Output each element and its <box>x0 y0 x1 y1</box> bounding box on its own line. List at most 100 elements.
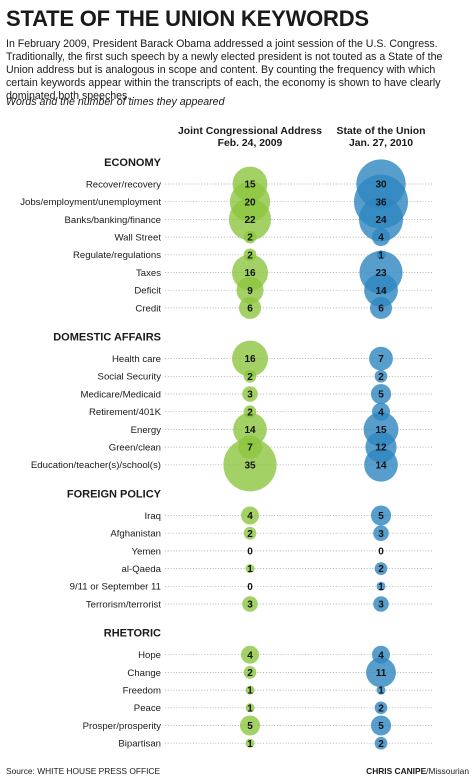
bubble-2009 <box>233 412 267 447</box>
row-label: Yemen <box>131 546 161 557</box>
value-label-2009: 1 <box>247 739 253 750</box>
section-heading: DOMESTIC AFFAIRS <box>53 332 161 344</box>
credit: CHRIS CANIPE/Missourian <box>366 766 469 776</box>
row-label: Terrorism/terrorist <box>86 599 161 610</box>
value-label-2009: 15 <box>244 180 256 191</box>
value-label-2010: 1 <box>378 582 384 593</box>
value-label-2010: 14 <box>375 286 387 297</box>
section-heading: RHETORIC <box>104 628 161 640</box>
bubble-2009 <box>243 526 257 540</box>
value-label-2009: 0 <box>247 582 253 593</box>
value-label-2009: 5 <box>247 721 253 732</box>
bubble-2009 <box>243 369 257 383</box>
value-label-2010: 7 <box>378 354 384 365</box>
section-heading: ECONOMY <box>104 157 162 169</box>
bubble-2010 <box>376 685 386 695</box>
value-label-2010: 1 <box>378 250 384 261</box>
source-note: Source: WHITE HOUSE PRESS OFFICE <box>6 766 161 776</box>
bubble-2009 <box>243 666 257 679</box>
value-label-2009: 1 <box>247 564 253 575</box>
intro-text: In February 2009, President Barack Obama… <box>6 38 443 102</box>
bubble-2010 <box>374 736 388 750</box>
chart-subtitle: Words and the number of times they appea… <box>6 96 225 108</box>
value-label-2010: 14 <box>375 460 387 471</box>
bubble-2009 <box>239 715 261 736</box>
row-label: Retirement/401K <box>89 407 162 418</box>
bubble-2009 <box>241 506 259 525</box>
row-label: Green/clean <box>109 443 161 454</box>
row-label: Social Security <box>98 372 162 383</box>
bubble-2009 <box>238 296 262 319</box>
value-label-2010: 11 <box>376 668 387 679</box>
bubble-2009 <box>232 340 268 377</box>
bubble-2010 <box>369 296 393 319</box>
value-label-2009: 9 <box>247 286 253 297</box>
value-label-2009: 2 <box>247 529 253 540</box>
bubble-2010 <box>370 505 392 526</box>
value-label-2009: 4 <box>247 650 253 661</box>
row-label: 9/11 or September 11 <box>70 582 161 593</box>
credit-org: /Missourian <box>426 766 469 776</box>
value-label-2010: 2 <box>378 564 384 575</box>
value-label-2009: 16 <box>244 268 256 279</box>
bubble-2009 <box>245 738 255 748</box>
value-label-2010: 4 <box>378 407 384 418</box>
value-label-2009: 4 <box>247 511 253 522</box>
value-label-2010: 36 <box>375 197 387 208</box>
bubble-2009 <box>241 645 259 664</box>
row-label: Change <box>127 668 161 679</box>
row-label: Prosper/prosperity <box>83 721 162 732</box>
bubble-2010 <box>372 228 390 247</box>
value-label-2010: 5 <box>378 721 384 732</box>
value-label-2009: 6 <box>247 304 253 315</box>
row-label: Medicare/Medicaid <box>80 389 161 400</box>
value-label-2009: 0 <box>247 547 253 558</box>
bubble-2010 <box>373 525 389 541</box>
bubble-2010 <box>370 383 392 405</box>
value-label-2010: 3 <box>378 600 384 611</box>
value-label-2010: 30 <box>375 180 387 191</box>
row-label: Freedom <box>123 686 161 697</box>
row-label: Peace <box>134 703 161 714</box>
value-label-2010: 12 <box>375 443 387 454</box>
bubble-2010 <box>364 273 398 308</box>
value-label-2010: 4 <box>378 233 384 244</box>
bubble-2009 <box>242 386 258 402</box>
bubble-2009 <box>223 438 277 492</box>
column-header-2: State of the Union <box>337 126 426 137</box>
section-heading: FOREIGN POLICY <box>67 489 162 501</box>
row-label: Afghanistan <box>110 529 161 540</box>
value-label-2009: 2 <box>247 407 253 418</box>
row-label: al-Qaeda <box>122 564 162 575</box>
value-label-2009: 22 <box>244 215 256 226</box>
column-date-1: Feb. 24, 2009 <box>218 138 283 149</box>
row-label: Energy <box>131 425 162 436</box>
row-label: Credit <box>135 303 161 314</box>
value-label-2009: 2 <box>247 372 253 383</box>
value-label-2010: 23 <box>375 268 387 279</box>
bubble-2010 <box>369 346 393 371</box>
value-label-2010: 2 <box>378 372 384 383</box>
column-header-1: Joint Congressional Address <box>178 126 322 137</box>
bubble-2010 <box>374 369 388 383</box>
bubble-2009 <box>236 276 264 304</box>
row-label: Bipartisan <box>118 739 161 750</box>
bubble-2010 <box>373 596 389 612</box>
value-label-2010: 24 <box>375 215 387 226</box>
bubble-2009 <box>245 685 255 695</box>
chart-title: STATE OF THE UNION KEYWORDS <box>6 6 369 31</box>
bubble-2010 <box>364 447 398 482</box>
row-label: Health care <box>112 354 161 365</box>
row-label: Hope <box>138 650 161 661</box>
value-label-2010: 6 <box>378 304 384 315</box>
bubble-2010 <box>358 197 404 242</box>
column-date-2: Jan. 27, 2010 <box>349 138 413 149</box>
row-label: Banks/banking/finance <box>64 215 161 226</box>
value-label-2009: 2 <box>247 233 253 244</box>
value-label-2010: 4 <box>378 650 384 661</box>
row-label: Education/teacher(s)/school(s) <box>31 460 161 471</box>
value-label-2010: 1 <box>378 686 384 697</box>
